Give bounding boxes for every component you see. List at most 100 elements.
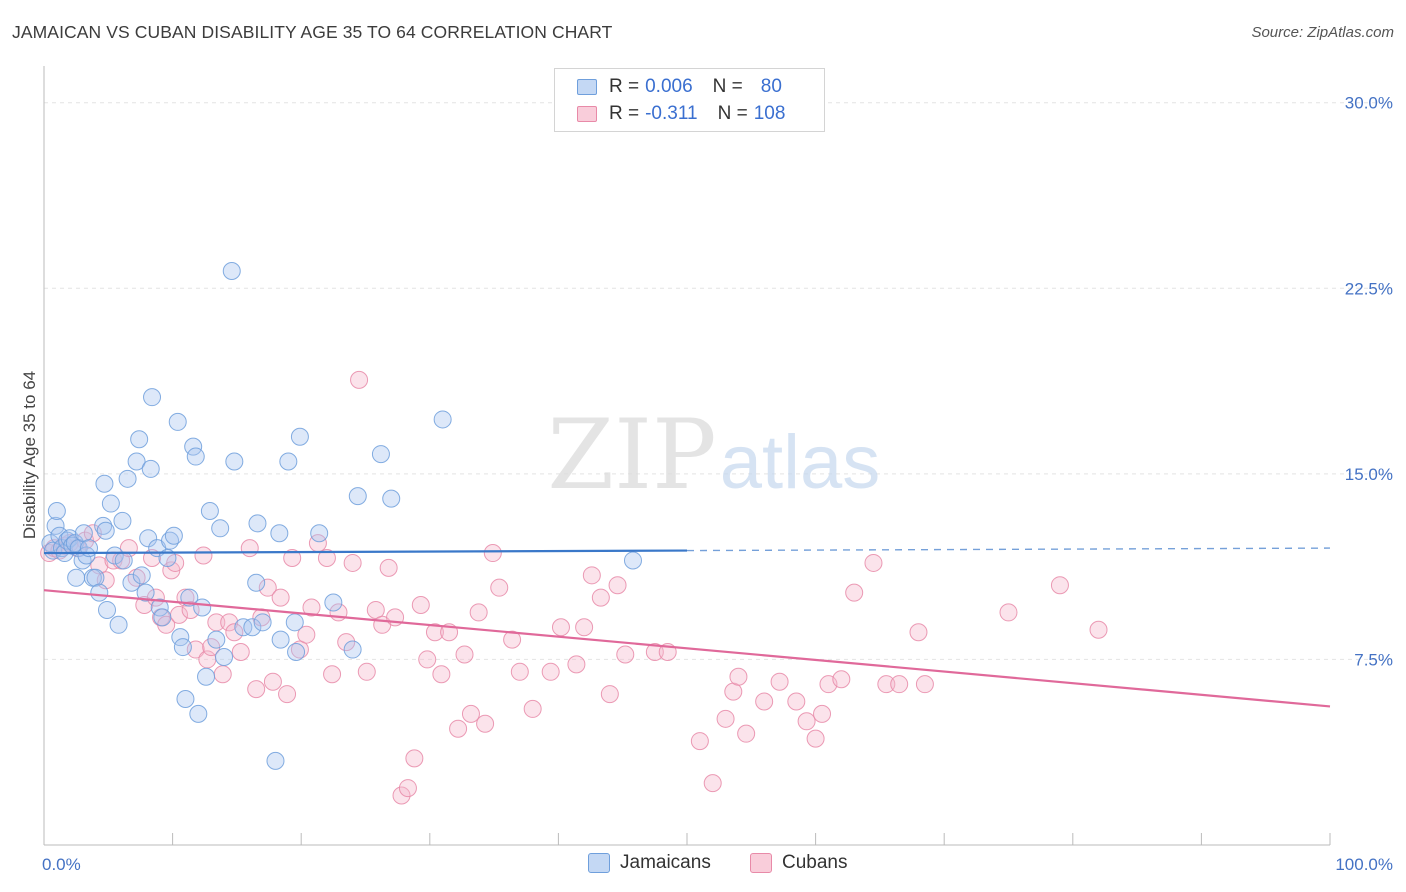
jamaicans-trend-line xyxy=(43,549,688,555)
legend-r-label: R = xyxy=(609,103,640,124)
legend-label-cubans: Cubans xyxy=(782,852,848,873)
jamaican-point xyxy=(343,640,362,659)
cuban-point xyxy=(510,662,529,681)
y-tick-label: 15.0% xyxy=(1345,465,1393,484)
x-tick-label-min: 0.0% xyxy=(42,855,81,874)
cuban-point xyxy=(716,709,735,728)
cuban-point xyxy=(240,539,259,558)
cuban-point xyxy=(418,650,437,669)
jamaican-point xyxy=(46,516,65,535)
axes xyxy=(43,66,1331,846)
jamaican-point xyxy=(122,573,141,592)
jamaican-point xyxy=(207,630,226,649)
cuban-point xyxy=(915,675,934,694)
jamaican-point xyxy=(127,452,146,471)
legend-row-jamaicans: R = 0.006 N = 80 xyxy=(577,75,782,99)
cuban-point xyxy=(432,665,451,684)
legend-swatch-jamaicans xyxy=(588,853,610,873)
cuban-point xyxy=(343,553,362,572)
cuban-point xyxy=(194,546,213,565)
jamaican-point xyxy=(95,474,114,493)
watermark-zip: ZIP xyxy=(547,399,716,511)
legend-swatch-blue xyxy=(577,79,597,95)
cuban-point xyxy=(608,576,627,595)
jamaican-point xyxy=(253,613,272,632)
jamaican-point xyxy=(433,410,452,429)
watermark: ZIP atlas xyxy=(547,399,880,511)
cuban-point xyxy=(1089,620,1108,639)
gridlines xyxy=(44,102,1392,660)
cuban-point xyxy=(323,665,342,684)
cuban-point xyxy=(411,596,430,615)
jamaican-point xyxy=(200,501,219,520)
jamaican-point xyxy=(270,524,289,543)
cuban-point xyxy=(490,578,509,597)
cuban-point xyxy=(645,643,664,662)
cuban-point xyxy=(127,568,146,587)
jamaican-point xyxy=(176,690,195,709)
jamaican-point xyxy=(136,583,155,602)
cuban-point xyxy=(425,623,444,642)
jamaican-point xyxy=(285,613,304,632)
jamaican-point xyxy=(77,546,96,565)
jamaican-point xyxy=(248,514,267,533)
cuban-point xyxy=(832,670,851,689)
jamaican-point xyxy=(348,487,367,506)
cuban-point xyxy=(806,729,825,748)
jamaicans-points xyxy=(41,261,642,770)
x-tick-labels: 0.0% 100.0% xyxy=(42,855,1393,874)
series-legend: Jamaicans Cubans xyxy=(0,852,1406,878)
jamaican-point xyxy=(113,511,132,530)
cuban-point xyxy=(616,645,635,664)
jamaican-point xyxy=(266,751,285,770)
cuban-point xyxy=(449,719,468,738)
cuban-point xyxy=(337,633,356,652)
watermark-atlas: atlas xyxy=(720,420,881,505)
cuban-point xyxy=(225,623,244,642)
legend-item-jamaicans: Jamaicans xyxy=(588,852,711,874)
jamaican-point xyxy=(193,598,212,617)
cuban-point xyxy=(297,625,316,644)
jamaican-point xyxy=(382,489,401,508)
cuban-point xyxy=(283,548,302,567)
cuban-point xyxy=(591,588,610,607)
jamaican-point xyxy=(310,524,329,543)
jamaican-point xyxy=(96,521,115,540)
cuban-point xyxy=(503,630,522,649)
jamaican-point xyxy=(279,452,298,471)
trend-lines xyxy=(43,547,1331,708)
cuban-point xyxy=(551,618,570,637)
jamaican-point xyxy=(109,615,128,634)
jamaican-point xyxy=(98,600,117,619)
y-tick-label: 30.0% xyxy=(1345,94,1393,113)
cuban-point xyxy=(247,680,266,699)
cuban-point xyxy=(541,662,560,681)
jamaican-point xyxy=(189,704,208,723)
jamaican-point xyxy=(324,593,343,612)
correlation-legend: R = 0.006 N = 80 R = -0.311 N = 108 xyxy=(554,68,825,132)
cuban-point xyxy=(220,613,239,632)
jamaican-point xyxy=(186,447,205,466)
cuban-point xyxy=(864,553,883,572)
jamaican-point xyxy=(132,566,151,585)
cuban-point xyxy=(350,370,369,389)
cuban-point xyxy=(455,645,474,664)
cuban-point xyxy=(690,732,709,751)
cuban-point xyxy=(877,675,896,694)
cuban-point xyxy=(366,600,385,619)
y-tick-label: 22.5% xyxy=(1345,279,1393,298)
legend-swatch-pink xyxy=(577,106,597,122)
legend-r-value: 0.006 xyxy=(645,76,693,97)
jamaican-point xyxy=(290,427,309,446)
legend-r-label: R = xyxy=(609,76,640,97)
cuban-point xyxy=(600,685,619,704)
jamaican-point xyxy=(153,608,172,627)
cuban-point xyxy=(469,603,488,622)
jamaican-point xyxy=(67,568,86,587)
cuban-point xyxy=(1050,576,1069,595)
cuban-point xyxy=(890,675,909,694)
jamaican-point xyxy=(371,445,390,464)
cuban-point xyxy=(770,672,789,691)
cuban-point xyxy=(729,667,748,686)
cuban-point xyxy=(523,699,542,718)
